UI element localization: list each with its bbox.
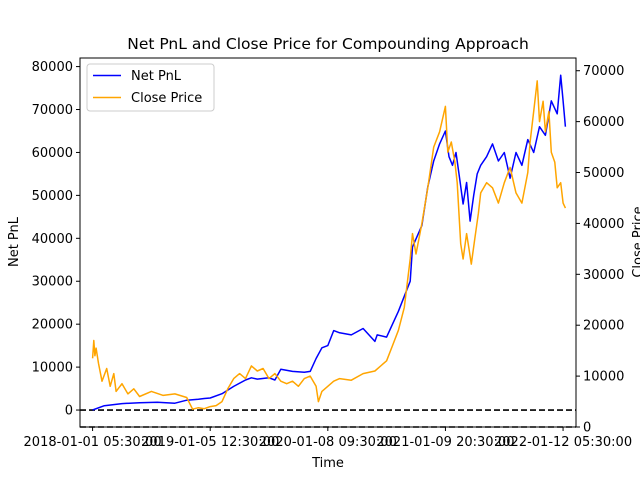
left-y-axis-label: Net PnL — [7, 216, 22, 267]
left-y-tick-label: 40000 — [32, 232, 73, 247]
left-y-tick-label: 10000 — [32, 361, 73, 376]
legend-label-net-pnl: Net PnL — [131, 69, 182, 84]
x-tick-label: 2018-01-01 05:30:00 — [24, 435, 162, 450]
x-tick-label: 2022-01-12 05:30:00 — [494, 435, 632, 450]
left-y-tick-label: 50000 — [32, 189, 73, 204]
x-tick-label: 2019-01-05 12:30:00 — [141, 435, 279, 450]
left-y-tick-label: 0 — [65, 404, 73, 419]
left-y-tick-label: 70000 — [32, 103, 73, 118]
left-y-tick-label: 80000 — [32, 60, 73, 75]
right-y-tick-label: 60000 — [583, 115, 624, 130]
left-y-tick-label: 60000 — [32, 146, 73, 161]
series-line-close-price — [91, 80, 567, 410]
right-y-axis-label: Close Price — [631, 206, 640, 277]
right-y-tick-label: 10000 — [583, 370, 624, 385]
x-tick-label: 2020-01-08 09:30:00 — [259, 435, 397, 450]
right-y-tick-label: 50000 — [583, 166, 624, 181]
right-y-tick-label: 20000 — [583, 319, 624, 334]
left-y-tick-label: 20000 — [32, 318, 73, 333]
legend-label-close-price: Close Price — [131, 91, 202, 106]
legend: Net PnL Close Price — [86, 63, 215, 112]
right-y-tick-label: 70000 — [583, 64, 624, 79]
x-tick-label: 2021-01-09 20:30:00 — [376, 435, 514, 450]
series-layer — [91, 74, 567, 411]
right-y-tick-label: 40000 — [583, 217, 624, 232]
right-y-tick-label: 0 — [583, 421, 591, 436]
right-y-axis: 0 10000 20000 30000 40000 50000 60000 70000 — [576, 64, 624, 436]
x-axis-label: Time — [311, 456, 344, 471]
right-y-tick-label: 30000 — [583, 268, 624, 283]
left-y-tick-label: 30000 — [32, 275, 73, 290]
left-y-axis: 0 10000 20000 30000 40000 50000 60000 70000 8000… — [32, 60, 80, 419]
chart-title: Net PnL and Close Price for Compounding … — [127, 35, 529, 53]
